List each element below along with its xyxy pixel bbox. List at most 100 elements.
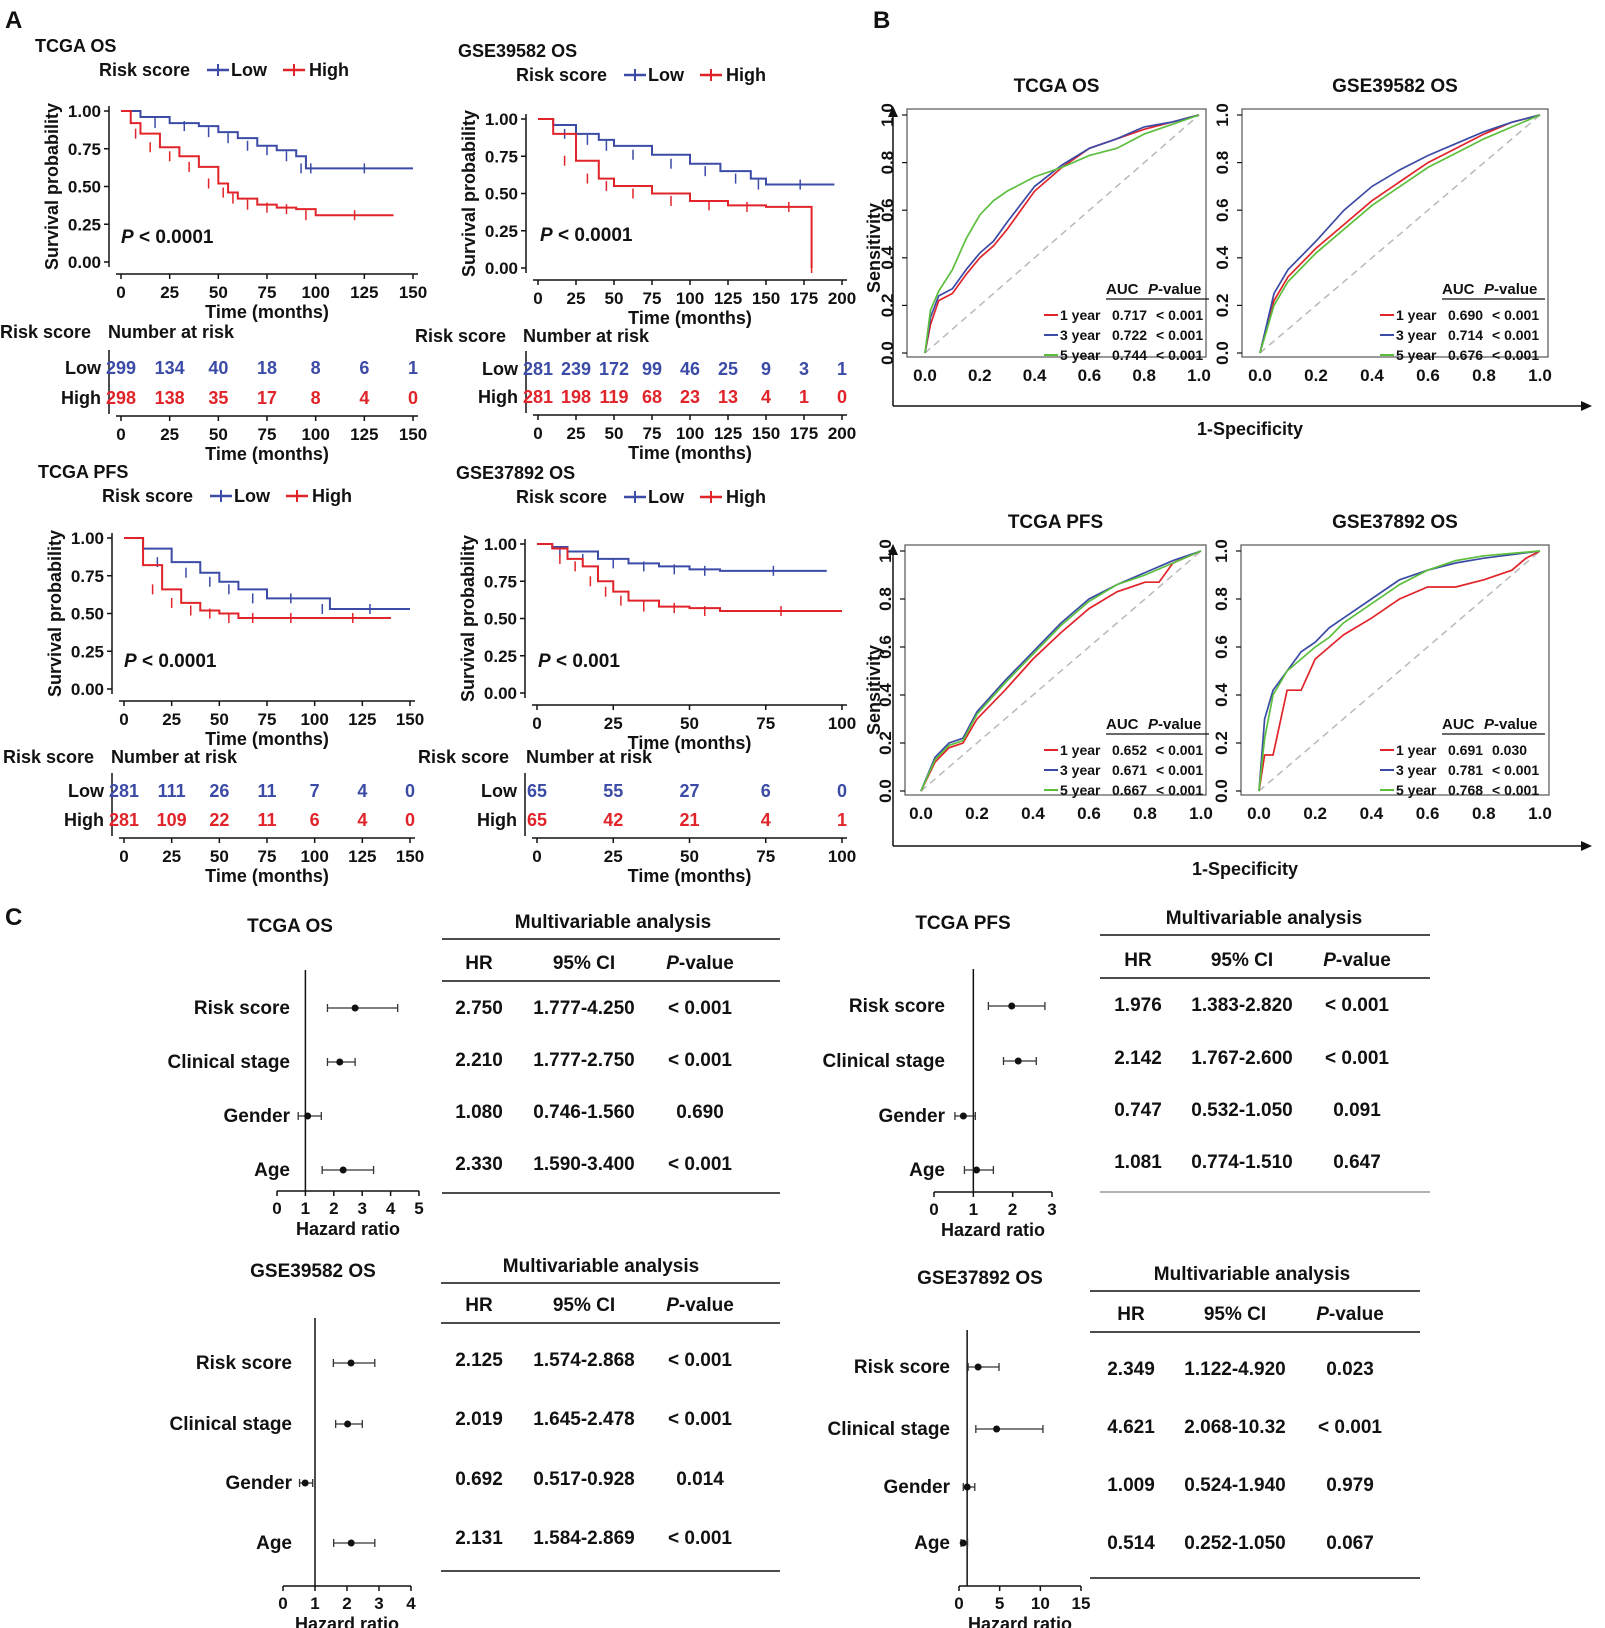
x-tick-label: 0.0 — [1248, 366, 1272, 385]
risk-count-low: 11 — [257, 781, 276, 801]
y-tick-label: 0.00 — [485, 259, 518, 278]
y-tick-label: 0.4 — [1213, 245, 1232, 269]
x-tick-label: 25 — [162, 847, 181, 866]
risk-count-low: 0 — [405, 781, 415, 801]
cell-p: 0.023 — [1326, 1359, 1374, 1380]
roc-tcga-pfs: TCGA PFS 0.0 0.0 0.2 0.2 0.4 0.4 0.6 0.6 0.8 0.8 1.… — [876, 512, 1213, 823]
risk-count-low: 111 — [158, 781, 186, 801]
x-tick-label: 125 — [348, 710, 376, 729]
cell-hr: 1.976 — [1114, 995, 1162, 1016]
cell-p: 0.014 — [676, 1469, 724, 1490]
roc-curve-2 — [920, 550, 1202, 792]
km-tcga-os: TCGA OS Risk score Low High 0.00 0.25 0.50 0.75… — [0, 36, 427, 464]
cell-p: < 0.001 — [1325, 995, 1389, 1016]
x-axis-label: Hazard ratio — [295, 1614, 399, 1628]
row-label: Age — [914, 1533, 950, 1554]
legend-p: 0.030 — [1492, 742, 1527, 758]
row-label: Age — [254, 1160, 290, 1181]
legend-period: 3 year — [1060, 327, 1101, 343]
y-tick-label: 0.2 — [1213, 294, 1232, 318]
km-curve-high — [537, 543, 842, 613]
column-header-p: P-value — [1316, 1304, 1384, 1325]
y-tick-label: 1.0 — [1212, 539, 1231, 563]
x-tick-label: 25 — [160, 425, 179, 444]
panel-label-c: C — [5, 904, 22, 931]
roc-title: GSE39582 OS — [1332, 76, 1458, 97]
x-tick-label: 175 — [790, 289, 818, 308]
p-value: P < 0.0001 — [540, 225, 633, 246]
km-gse37892-os: GSE37892 OS Risk score Low High 0.00 0.25 0.50… — [418, 463, 856, 886]
legend-p: < 0.001 — [1156, 347, 1203, 363]
x-tick-label: 0 — [116, 283, 125, 302]
x-tick-label: 25 — [567, 289, 586, 308]
roc-curve-1 — [1259, 114, 1541, 354]
row-label: Age — [909, 1160, 945, 1181]
cell-p: < 0.001 — [668, 1528, 732, 1549]
roc-y-axis-label: Sensitivity — [864, 645, 884, 735]
row-label: Clinical stage — [828, 1419, 951, 1440]
risk-row-high-label: High — [478, 387, 518, 407]
hr-point — [1014, 1057, 1022, 1065]
p-value: P < 0.001 — [538, 651, 620, 672]
km-title: TCGA OS — [35, 36, 116, 56]
legend-high-label: High — [726, 487, 766, 507]
km-title: GSE37892 OS — [456, 463, 575, 483]
x-axis-label: Time (months) — [205, 866, 329, 886]
x-tick-label: 100 — [828, 847, 856, 866]
x-tick-label: 150 — [752, 289, 780, 308]
cell-p: 0.091 — [1333, 1100, 1381, 1121]
risk-table-row-label: Risk score — [0, 322, 91, 342]
x-tick-label: 50 — [210, 710, 229, 729]
x-tick-label: 1.0 — [1187, 366, 1211, 385]
cell-hr: 2.142 — [1114, 1048, 1162, 1069]
risk-row-low-label: Low — [482, 359, 519, 379]
roc-curve-3 — [920, 550, 1202, 792]
x-tick-label: 0.0 — [913, 366, 937, 385]
x-tick-label: 0 — [532, 714, 541, 733]
x-tick-label: 1.0 — [1189, 804, 1213, 823]
y-tick-label: 0.6 — [1213, 198, 1232, 222]
cell-ci: 1.645-2.478 — [533, 1409, 634, 1430]
forest-tcga-os: TCGA OS 0 1 2 3 4 5 Hazard ratio Multivariable a… — [168, 912, 780, 1239]
legend-p: < 0.001 — [1492, 347, 1539, 363]
y-tick-label: 1.0 — [1213, 103, 1232, 127]
legend-p: < 0.001 — [1492, 762, 1539, 778]
cell-ci: 1.767-2.600 — [1191, 1048, 1292, 1069]
cell-ci: 1.584-2.869 — [533, 1528, 634, 1549]
cell-p: < 0.001 — [668, 1409, 732, 1430]
x-tick-label: 0 — [119, 710, 128, 729]
legend-auc: 0.690 — [1448, 307, 1483, 323]
risk-count-low: 4 — [357, 781, 367, 801]
forest-title: TCGA PFS — [915, 913, 1010, 934]
y-tick-label: 0.75 — [485, 147, 518, 166]
x-tick-label: 3 — [357, 1199, 366, 1218]
legend-p: < 0.001 — [1492, 782, 1539, 798]
y-tick-label: 0.00 — [484, 684, 517, 703]
x-tick-label: 150 — [396, 710, 424, 729]
y-tick-label: 0.50 — [71, 605, 104, 624]
x-axis-label: Time (months) — [628, 308, 752, 328]
risk-count-high: 65 — [527, 810, 547, 830]
x-tick-label: 0 — [116, 425, 125, 444]
cell-ci: 1.777-2.750 — [533, 1050, 634, 1071]
cell-hr: 0.692 — [455, 1469, 503, 1490]
x-axis-label: Hazard ratio — [968, 1614, 1072, 1628]
risk-count-high: 138 — [155, 388, 185, 408]
risk-count-high: 23 — [680, 387, 700, 407]
legend-p: < 0.001 — [1156, 762, 1203, 778]
x-tick-label: 150 — [399, 425, 427, 444]
roc-y-axis-label: Sensitivity — [864, 203, 884, 293]
risk-count-high: 4 — [761, 810, 771, 830]
risk-count-high: 119 — [599, 387, 628, 407]
roc-title: TCGA PFS — [1008, 512, 1103, 533]
row-label: Clinical stage — [170, 1414, 293, 1435]
hr-point — [344, 1420, 352, 1428]
roc-y-arrow-bottom — [888, 544, 898, 555]
legend-header-auc: AUC — [1442, 281, 1475, 298]
x-tick-label: 200 — [828, 289, 856, 308]
legend-period: 1 year — [1396, 307, 1437, 323]
cell-p: 0.979 — [1326, 1475, 1374, 1496]
x-tick-label: 0.2 — [965, 804, 989, 823]
x-tick-label: 25 — [604, 714, 623, 733]
roc-x-arrow-bottom — [1581, 841, 1592, 851]
